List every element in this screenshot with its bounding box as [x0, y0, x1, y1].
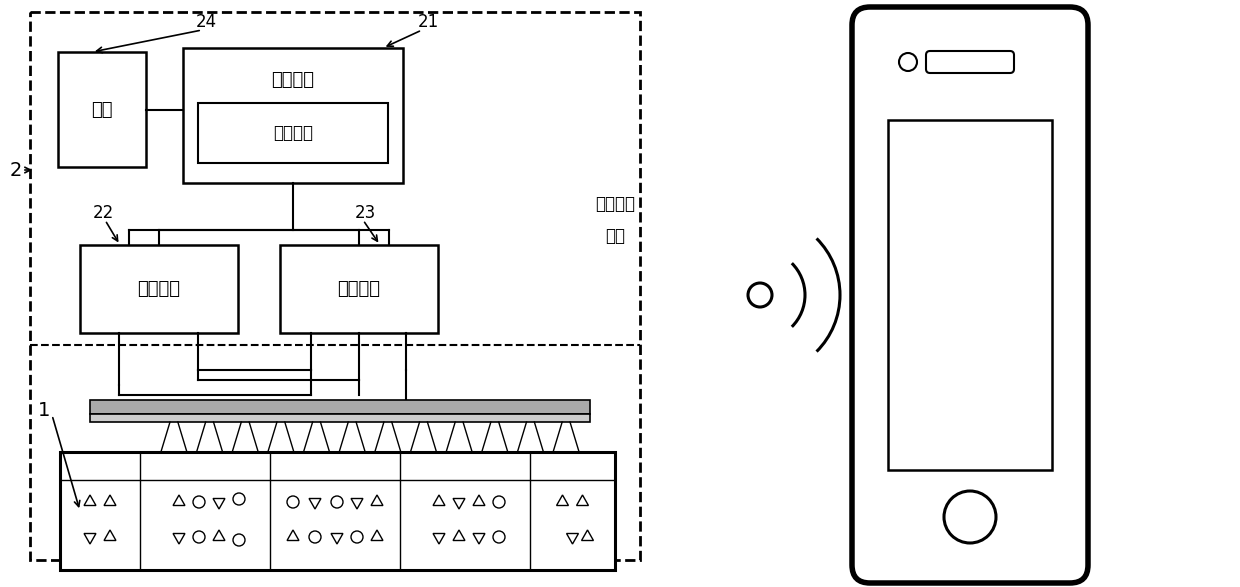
Text: 蓝牙模块: 蓝牙模块 [273, 124, 312, 142]
Text: 24: 24 [196, 13, 217, 31]
Text: 23: 23 [355, 204, 376, 222]
Text: 21: 21 [418, 13, 439, 31]
Bar [198, 103, 388, 163]
Bar [184, 48, 403, 183]
Bar [91, 414, 590, 422]
Text: 2: 2 [10, 160, 22, 180]
FancyBboxPatch shape [926, 51, 1014, 73]
Text: 微控制器: 微控制器 [272, 71, 315, 89]
Bar [81, 245, 238, 333]
Bar [58, 52, 146, 167]
Bar [91, 400, 590, 414]
Text: 电源: 电源 [92, 100, 113, 119]
Text: 1: 1 [38, 400, 51, 420]
FancyBboxPatch shape [852, 7, 1087, 583]
Text: 检测模块: 检测模块 [337, 280, 381, 298]
Text: 电渗模块: 电渗模块 [138, 280, 181, 298]
Bar [280, 245, 438, 333]
Bar [888, 120, 1052, 470]
Text: 22: 22 [93, 204, 114, 222]
Bar [30, 12, 640, 560]
Bar [60, 452, 615, 570]
Text: 硬件接口
电路: 硬件接口 电路 [595, 195, 635, 245]
